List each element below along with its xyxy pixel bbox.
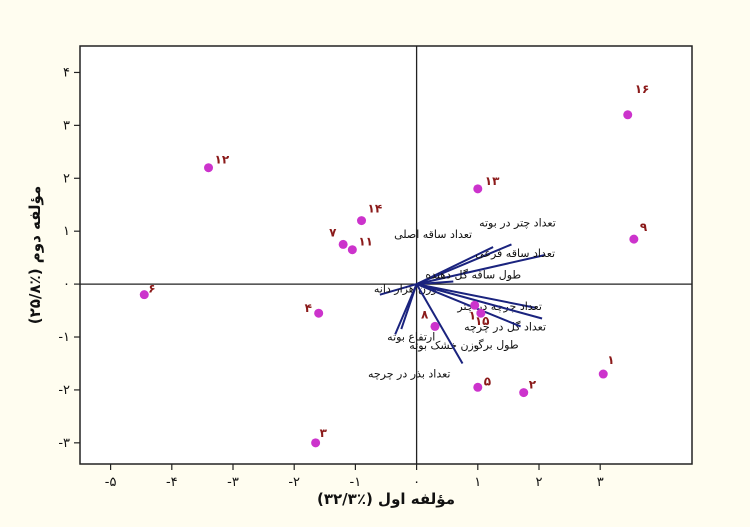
loading-vector <box>416 283 537 309</box>
x-tick-label: -۵ <box>105 475 117 490</box>
point-label: ۱۴ <box>368 202 383 216</box>
point-label: ۸ <box>421 307 429 321</box>
point-label: ۳ <box>320 426 328 440</box>
x-tick-label: ۱ <box>474 475 481 490</box>
vector-label: تعداد ساقه فرعی <box>475 247 555 260</box>
loading-vector <box>400 283 418 330</box>
x-tick-label: -۱ <box>350 475 362 490</box>
y-tick-label: ۳ <box>63 118 70 133</box>
point-label: ۹ <box>640 220 648 234</box>
point-label: ۶ <box>148 282 155 296</box>
data-point <box>338 239 348 249</box>
loading-vector <box>416 283 522 328</box>
x-tick-label: -۴ <box>166 475 178 490</box>
point-label: ۵ <box>484 374 491 388</box>
y-tick-label: ۰ <box>63 277 70 292</box>
vector-label: تعداد ساقه اصلی <box>394 228 472 241</box>
x-tick-label: -۲ <box>288 475 300 490</box>
x-tick-label: ۳ <box>597 475 604 490</box>
y-tick-label: ۴ <box>63 65 70 80</box>
vector-label: تعداد چتر در بوته <box>479 216 556 229</box>
vector-label: تعداد بذر در چرچه <box>368 367 451 380</box>
vector-label: ارتفاع بوته <box>387 330 435 343</box>
x-tick-label: -۳ <box>227 475 239 490</box>
loading-vector <box>416 254 546 286</box>
y-tick-label: ۲ <box>63 171 70 186</box>
point-label: ۱۵ <box>475 314 490 328</box>
vector-label: طول برگ <box>474 338 519 351</box>
point-label: ۴ <box>305 301 312 315</box>
loading-vector <box>379 283 417 296</box>
loading-vector <box>415 283 464 364</box>
data-point <box>629 234 639 244</box>
plot-frame <box>79 45 693 465</box>
x-tick-label: ۲ <box>536 475 543 490</box>
loading-vector <box>416 246 494 286</box>
point-label: ۱۲ <box>215 153 230 167</box>
point-label: ۷ <box>329 225 337 239</box>
point-label: ۱۳ <box>485 174 500 188</box>
data-point <box>311 438 321 448</box>
data-point <box>473 382 483 392</box>
data-point <box>519 388 529 398</box>
data-point <box>347 245 357 255</box>
data-point <box>598 369 608 379</box>
loading-vector <box>416 283 543 320</box>
data-point <box>476 308 486 318</box>
x-tick-label: ۰ <box>413 475 420 490</box>
vector-label: تعداد گل در چرچه <box>464 320 546 333</box>
data-point <box>357 216 367 226</box>
point-label: ۱ <box>607 353 614 367</box>
data-point <box>470 300 480 310</box>
y-tick-label: -۲ <box>58 383 70 398</box>
x-axis-title: مؤلفه اول (٪۳۲/۳) <box>317 490 455 508</box>
data-point <box>314 308 324 318</box>
vector-label: وزن خشک بوته <box>409 339 479 352</box>
y-tick-label: -۳ <box>58 436 70 451</box>
data-point <box>623 110 633 120</box>
vector-label: طول ساقه گل دهنده <box>425 268 521 281</box>
y-tick-label: -۱ <box>58 330 70 345</box>
point-label: ۱۶ <box>635 82 650 96</box>
y-axis-title: مؤلفه دوم (٪۲۵/۸) <box>26 186 44 325</box>
loading-vector <box>416 280 454 286</box>
point-label: ۱۱ <box>358 235 373 249</box>
point-label: ۲ <box>529 378 537 392</box>
data-point <box>473 184 483 194</box>
y-tick-label: ۱ <box>63 224 70 239</box>
data-point <box>204 163 214 173</box>
data-point <box>139 290 149 300</box>
data-point <box>430 321 440 331</box>
